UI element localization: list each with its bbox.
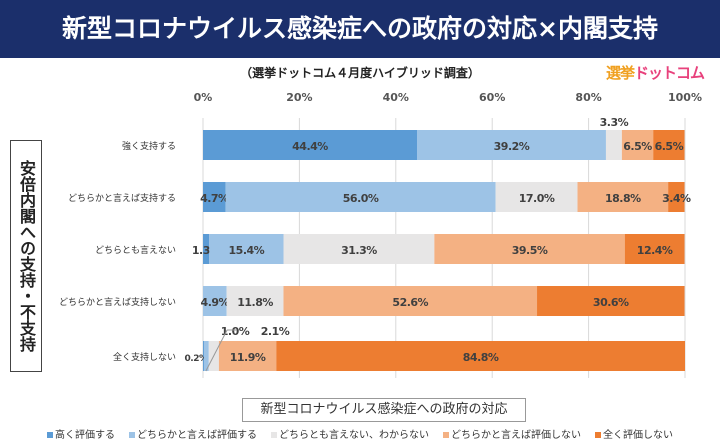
bar-segment: [668, 182, 685, 212]
data-label: 4.9%: [201, 296, 230, 309]
bar-segment: [203, 130, 418, 160]
bar-segment: [283, 234, 435, 264]
legend-label: どちらとも言えない、わからない: [279, 430, 429, 441]
bar-segment: [434, 234, 625, 264]
bar-segment: [225, 182, 496, 212]
legend-item: 全く評価しない: [595, 430, 673, 441]
category-label: 全く支持しない: [113, 351, 176, 363]
data-label: 6.5%: [655, 140, 684, 153]
data-label: 11.9%: [230, 351, 266, 364]
data-label: 0.2%: [185, 354, 208, 364]
x-tick-label: 80%: [575, 91, 601, 104]
data-label: 52.6%: [392, 296, 428, 309]
bar-segment: [537, 286, 685, 316]
x-tick-label: 0%: [194, 91, 213, 104]
bar-segment: [203, 234, 210, 264]
x-axis-label: 新型コロナウイルス感染症への政府の対応: [242, 398, 526, 422]
bar-segment: [495, 182, 578, 212]
data-label: 6.5%: [623, 140, 652, 153]
category-label: どちらかと言えば支持する: [68, 192, 176, 204]
legend-item: 高く評価する: [47, 430, 115, 441]
data-label: 17.0%: [519, 192, 555, 205]
bar-segment: [276, 341, 685, 371]
legend-label: どちらかと言えば評価する: [137, 430, 257, 441]
data-label: 15.4%: [229, 244, 265, 257]
data-label: 3.3%: [600, 116, 629, 129]
data-label: 56.0%: [343, 192, 379, 205]
bar-segment: [624, 234, 685, 264]
legend-swatch: [47, 432, 53, 438]
legend-label: 高く評価する: [55, 430, 115, 441]
bar-segment: [209, 234, 284, 264]
legend-swatch: [271, 432, 277, 438]
data-label: 4.7%: [200, 192, 229, 205]
logo-text-b: ドットコム: [634, 64, 705, 82]
legend-label: どちらかと言えば評価しない: [451, 430, 581, 441]
bar-segment: [605, 130, 622, 160]
logo: 選挙ドットコム: [606, 62, 705, 83]
data-label: 30.6%: [593, 296, 629, 309]
data-label: 11.8%: [237, 296, 273, 309]
data-label: 39.2%: [494, 140, 530, 153]
legend-swatch: [595, 432, 601, 438]
data-label: 3.4%: [662, 192, 691, 205]
bar-segment: [218, 341, 277, 371]
bar-segment: [203, 341, 204, 371]
bar-segment: [621, 130, 654, 160]
bar-segment: [203, 341, 209, 371]
category-label: どちらかと言えば支持しない: [59, 296, 176, 308]
x-tick-label: 100%: [668, 91, 702, 104]
bar-segment: [203, 286, 227, 316]
legend-item: どちらとも言えない、わからない: [271, 430, 429, 441]
x-tick-label: 20%: [286, 91, 312, 104]
bar-segment: [283, 286, 538, 316]
legend-item: どちらかと言えば評価する: [129, 430, 257, 441]
header-title: 新型コロナウイルス感染症への政府の対応×内閣支持: [0, 0, 720, 58]
data-label: 39.5%: [512, 244, 548, 257]
legend: 高く評価する どちらかと言えば評価する どちらとも言えない、わからない どちらかと言え…: [0, 426, 720, 441]
category-label: どちらとも言えない: [95, 244, 176, 256]
data-label: 18.8%: [605, 192, 641, 205]
data-label: 1.0%: [221, 325, 250, 338]
data-label: 31.3%: [341, 244, 377, 257]
legend-swatch: [129, 432, 135, 438]
bar-segment: [417, 130, 606, 160]
legend-item: どちらかと言えば評価しない: [443, 430, 581, 441]
category-label: 強く支持する: [122, 140, 176, 152]
bar-segment: [577, 182, 669, 212]
bar-segment: [653, 130, 685, 160]
leader-line: [205, 329, 228, 372]
x-tick-label: 60%: [479, 91, 505, 104]
bar-segment: [203, 182, 226, 212]
data-label: 2.1%: [261, 325, 290, 338]
data-label: 44.4%: [292, 140, 328, 153]
data-label: 12.4%: [637, 244, 673, 257]
bar-segment: [226, 286, 284, 316]
data-label: 84.8%: [463, 351, 499, 364]
chart-subtitle: （選挙ドットコム４月度ハイブリッド調査）: [240, 66, 480, 80]
y-axis-label: 安倍内閣への支持・不支持: [10, 140, 42, 372]
legend-label: 全く評価しない: [603, 430, 673, 441]
x-tick-label: 40%: [383, 91, 409, 104]
legend-swatch: [443, 432, 449, 438]
logo-text-a: 選挙: [606, 64, 635, 82]
